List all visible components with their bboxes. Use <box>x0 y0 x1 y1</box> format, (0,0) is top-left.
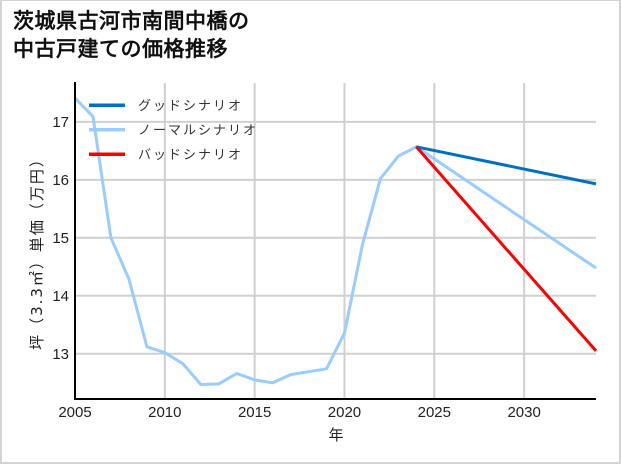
x-tick-label: 2005 <box>58 404 91 421</box>
series-lines <box>73 97 598 386</box>
series-line-2 <box>415 145 598 352</box>
legend-label: バッドシナリオ <box>138 148 243 163</box>
x-tick-label: 2030 <box>507 404 540 421</box>
y-tick-label: 14 <box>52 288 69 305</box>
x-tick-label: 2020 <box>328 404 361 421</box>
chart-title-line-2: 中古戸建ての価格推移 <box>13 37 228 61</box>
y-tick-label: 16 <box>52 172 69 189</box>
legend-swatch <box>89 152 125 156</box>
legend-label: ノーマルシナリオ <box>138 124 258 139</box>
y-axis-label: 坪（3.3㎡）単価（万円） <box>28 150 46 350</box>
x-tick-label: 2015 <box>238 404 271 421</box>
y-tick-label: 13 <box>52 346 69 363</box>
series-line-0 <box>415 145 597 186</box>
x-tick-label: 2010 <box>148 404 181 421</box>
axes <box>74 82 596 400</box>
x-axis-label: 年 <box>328 426 343 444</box>
tick-labels: 13 14 15 16 17 2005 2010 2015 2020 2025 2030 <box>52 114 541 421</box>
x-tick-label: 2025 <box>418 404 451 421</box>
chart-title-line-1: 茨城県古河市南間中橋の <box>13 9 250 33</box>
y-tick-label: 17 <box>52 114 69 131</box>
legend-label: グッドシナリオ <box>138 99 243 114</box>
legend-swatch <box>89 103 125 107</box>
chart-title: 茨城県古河市南間中橋の 中古戸建ての価格推移 <box>13 7 250 63</box>
grid-lines <box>75 83 596 399</box>
y-tick-label: 15 <box>52 230 69 247</box>
legend-swatch <box>89 128 125 132</box>
series-line-1 <box>73 97 597 386</box>
